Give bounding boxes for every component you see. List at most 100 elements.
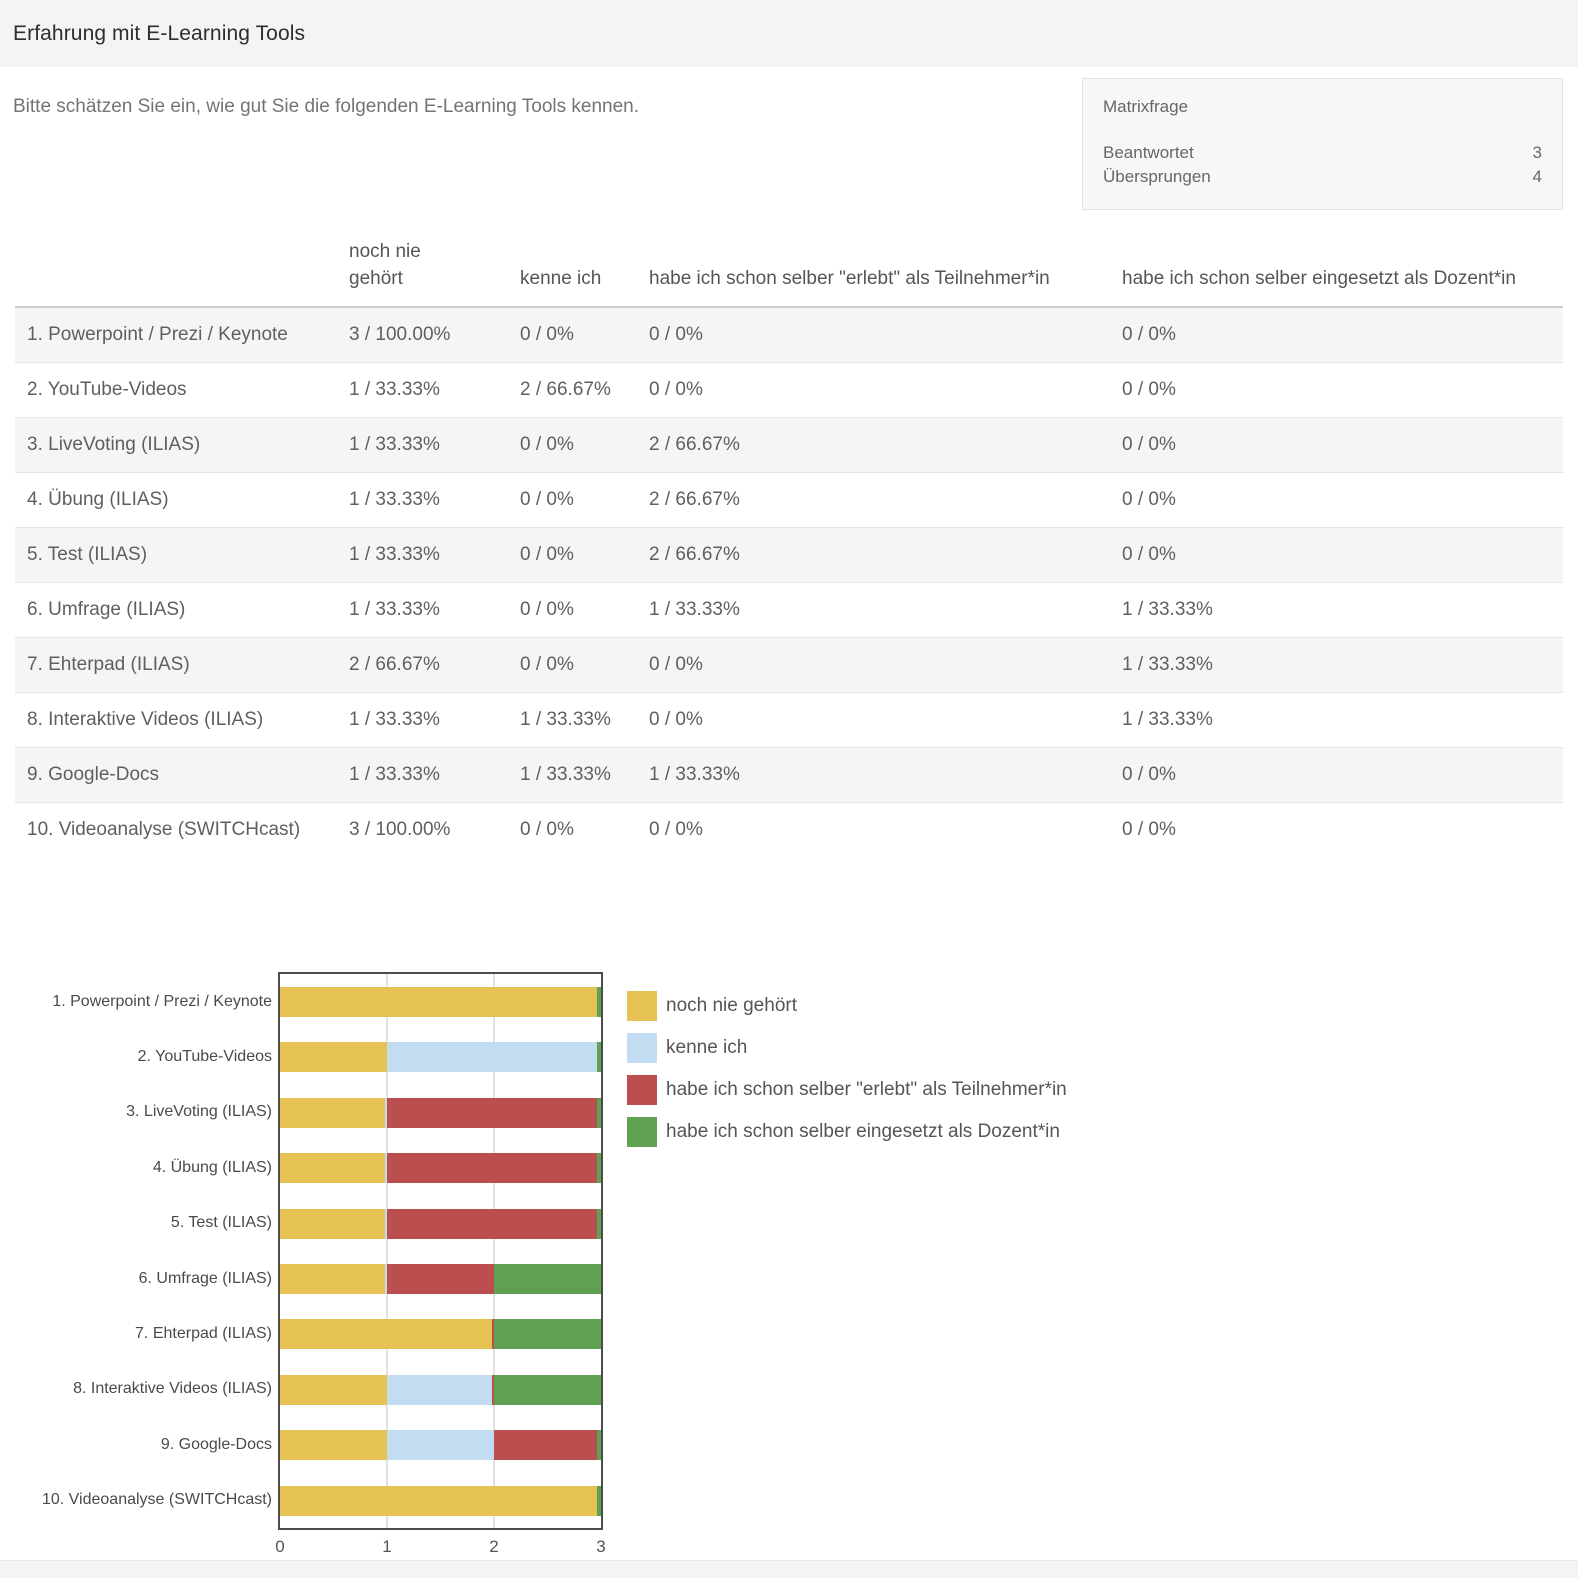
matrix-table-body: 1. Powerpoint / Prezi / Keynote 3 / 100.0… [15, 307, 1563, 857]
chart-category-label: 4. Übung (ILIAS) [152, 1158, 272, 1176]
bar-segment [494, 1319, 601, 1350]
cell-value: 1 / 33.33% [1122, 654, 1213, 675]
bar-segment [280, 1208, 387, 1239]
answered-row: Beantwortet 3 [1103, 141, 1542, 165]
bar-row [280, 1430, 601, 1461]
cell-value: 0 / 0% [1122, 379, 1176, 400]
cell-value: 1 / 33.33% [349, 489, 440, 510]
cell-value: 0 / 0% [520, 819, 574, 840]
chart-category-label: 10. Videoanalyse (SWITCHcast) [41, 1491, 272, 1509]
legend-item: habe ich schon selber eingesetzt als Doz… [627, 1117, 1067, 1147]
next-section-strip [0, 1560, 1578, 1578]
bar-segment [597, 1430, 601, 1461]
cell-value: 0 / 0% [520, 654, 574, 675]
x-axis-tick-label: 1 [382, 1537, 392, 1556]
cell-value: 1 / 33.33% [349, 544, 440, 565]
cell-value: 2 / 66.67% [649, 544, 740, 565]
skipped-row: Übersprungen 4 [1103, 165, 1542, 189]
cell-value: 2 / 66.67% [349, 654, 440, 675]
gridline [385, 974, 388, 1528]
row-label-text: 2. YouTube-Videos [27, 379, 187, 400]
cell-value: 2 / 66.67% [520, 379, 611, 400]
bar-row [280, 1153, 601, 1184]
bar-segment [280, 1374, 387, 1405]
chart-category-label: 5. Test (ILIAS) [170, 1214, 272, 1232]
bar-row [280, 987, 601, 1017]
row-label: 9. Google-Docs [15, 748, 337, 803]
chart-category-labels: 1. Powerpoint / Prezi / Keynote 2. YouTub… [0, 974, 272, 1528]
row-label-text: 1. Powerpoint / Prezi / Keynote [27, 324, 288, 345]
empty-header-cell [15, 238, 337, 307]
chart-legend: noch nie gehört kenne ich habe ich schon s… [627, 991, 1067, 1147]
column-header-kenne-ich: kenne ich [520, 268, 602, 289]
answered-value: 3 [1532, 143, 1542, 162]
row-label: 10. Videoanalyse (SWITCHcast) [15, 803, 337, 858]
legend-label: kenne ich [666, 1037, 748, 1058]
legend-label: noch nie gehört [666, 995, 797, 1016]
chart-category-label: 3. LiveVoting (ILIAS) [126, 1103, 272, 1121]
table-row: 5. Test (ILIAS) 1 / 33.33% 0 / 0% 2 / 66.67… [15, 527, 1563, 583]
bar-row [280, 1374, 601, 1405]
cell-value: 1 / 33.33% [349, 764, 440, 785]
chart-plot-area [278, 972, 603, 1530]
skipped-value: 4 [1532, 167, 1542, 186]
cell-value: 2 / 66.67% [649, 489, 740, 510]
cell-value: 0 / 0% [520, 489, 574, 510]
legend-color-swatch [627, 991, 657, 1021]
table-row: 4. Übung (ILIAS) 1 / 33.33% 0 / 0% 2 / 66.6… [15, 472, 1563, 528]
bar-segment [597, 1485, 601, 1516]
cell-value: 1 / 33.33% [349, 434, 440, 455]
bar-segment [280, 1485, 601, 1516]
chart-category-label: 8. Interaktive Videos (ILIAS) [73, 1380, 272, 1398]
cell-value: 0 / 0% [649, 379, 703, 400]
row-label-text: 9. Google-Docs [27, 764, 160, 785]
cell-value: 1 / 33.33% [349, 379, 440, 400]
skipped-label: Übersprungen [1103, 167, 1211, 186]
cell-value: 3 / 100.00% [349, 324, 451, 345]
legend-color-swatch [627, 1075, 657, 1105]
row-label-text: 10. Videoanalyse (SWITCHcast) [27, 819, 301, 840]
chart-category-label: 1. Powerpoint / Prezi / Keynote [52, 992, 272, 1010]
row-label-text: 4. Übung (ILIAS) [27, 489, 169, 510]
bar-segment [491, 1319, 496, 1350]
bar-segment [491, 1374, 496, 1405]
bar-segment [494, 1374, 601, 1405]
x-axis-tick-label: 0 [275, 1537, 285, 1556]
column-header-noch-nie-gehoert: noch nie gehört [349, 241, 421, 289]
row-label: 7. Ehterpad (ILIAS) [15, 638, 337, 693]
row-label-text: 6. Umfrage (ILIAS) [27, 599, 186, 620]
cell-value: 0 / 0% [520, 324, 574, 345]
cell-value: 1 / 33.33% [1122, 599, 1213, 620]
cell-value: 0 / 0% [520, 434, 574, 455]
bar-segment [384, 1153, 389, 1184]
row-label: 4. Übung (ILIAS) [15, 473, 337, 528]
legend-item: habe ich schon selber "erlebt" als Teiln… [627, 1075, 1067, 1105]
bar-segment [384, 1264, 389, 1294]
cell-value: 0 / 0% [520, 599, 574, 620]
table-row: 8. Interaktive Videos (ILIAS) 1 / 33.33% 1… [15, 692, 1563, 748]
question-text: Bitte schätzen Sie ein, wie gut Sie die … [13, 96, 640, 117]
cell-value: 0 / 0% [1122, 489, 1176, 510]
row-label-text: 5. Test (ILIAS) [27, 544, 148, 565]
bar-segment [280, 1153, 387, 1184]
answered-label: Beantwortet [1103, 143, 1194, 162]
row-label: 2. YouTube-Videos [15, 363, 337, 418]
bar-row [280, 1264, 601, 1294]
question-info-box: Matrixfrage Beantwortet 3 Übersprungen 4 [1082, 78, 1563, 210]
bar-segment [597, 1208, 601, 1239]
chart-category-label: 2. YouTube-Videos [137, 1048, 272, 1066]
table-row: 10. Videoanalyse (SWITCHcast) 3 / 100.00%… [15, 802, 1563, 858]
cell-value: 0 / 0% [649, 819, 703, 840]
bar-segment [280, 1097, 387, 1128]
bar-segment [384, 1208, 389, 1239]
row-label-text: 8. Interaktive Videos (ILIAS) [27, 709, 264, 730]
chart-category-label: 7. Ehterpad (ILIAS) [135, 1325, 272, 1343]
row-label-text: 3. LiveVoting (ILIAS) [27, 434, 201, 455]
legend-color-swatch [627, 1117, 657, 1147]
cell-value: 1 / 33.33% [349, 709, 440, 730]
table-header-row: noch nie gehört kenne ich habe ich schon… [15, 238, 1563, 307]
x-axis-tick-label: 3 [596, 1537, 606, 1556]
column-header-eingesetzt-dozent: habe ich schon selber eingesetzt als Doz… [1122, 268, 1516, 289]
bar-segment [280, 987, 601, 1017]
